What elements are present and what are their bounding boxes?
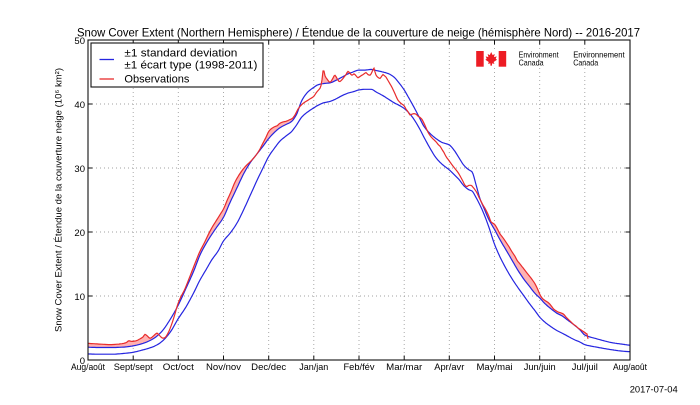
svg-text:30: 30 [74, 164, 85, 175]
svg-text:Snow Cover Extent (Northern He: Snow Cover Extent (Northern Hemisphere) … [77, 25, 640, 40]
svg-text:40: 40 [74, 100, 85, 111]
svg-text:10: 10 [74, 292, 85, 303]
svg-text:Observations: Observations [124, 74, 189, 86]
svg-text:May/mai: May/mai [477, 362, 513, 373]
svg-text:Snow Cover Extent / Étendue de: Snow Cover Extent / Étendue de la couver… [54, 68, 65, 332]
svg-text:Mar/mar: Mar/mar [386, 362, 422, 373]
svg-text:Aug/août: Aug/août [613, 362, 647, 373]
svg-text:20: 20 [74, 228, 85, 239]
svg-text:Oct/oct: Oct/oct [163, 362, 194, 373]
svg-text:Aug/août: Aug/août [71, 362, 105, 373]
svg-text:2017-07-04: 2017-07-04 [630, 385, 678, 396]
svg-text:±1 standard deviation: ±1 standard deviation [124, 48, 237, 60]
svg-text:50: 50 [74, 36, 85, 47]
svg-text:Sept/sept: Sept/sept [114, 362, 153, 373]
svg-text:Jan/jan: Jan/jan [299, 362, 328, 373]
svg-text:Jun/juin: Jun/juin [524, 362, 556, 373]
svg-text:Canada: Canada [519, 58, 544, 67]
svg-text:Jul/juil: Jul/juil [572, 362, 598, 373]
svg-text:±1 écart type (1998-2011): ±1 écart type (1998-2011) [124, 59, 257, 71]
svg-text:Apr/avr: Apr/avr [434, 362, 464, 373]
svg-text:0: 0 [80, 356, 85, 367]
svg-text:Canada: Canada [573, 58, 598, 67]
svg-text:Feb/fév: Feb/fév [344, 362, 375, 373]
svg-text:Environment: Environment [519, 50, 560, 59]
svg-text:Environnement: Environnement [573, 50, 625, 59]
svg-text:Nov/nov: Nov/nov [206, 362, 241, 373]
svg-text:Dec/dec: Dec/dec [251, 362, 286, 373]
